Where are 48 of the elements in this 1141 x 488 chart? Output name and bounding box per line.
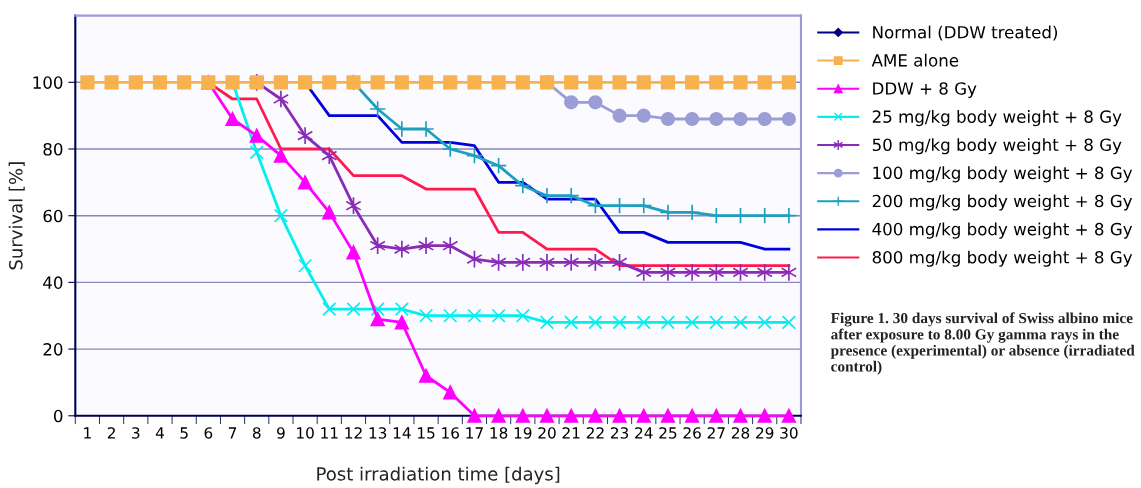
y-tick-label: 100 bbox=[33, 76, 63, 89]
x-tick-label: 4 bbox=[155, 427, 164, 439]
y-tick-label: 20 bbox=[43, 343, 63, 356]
x-tick-label: 8 bbox=[252, 427, 261, 439]
y-tick-label: 60 bbox=[43, 209, 63, 223]
y-tick-label: 40 bbox=[43, 276, 63, 289]
x-tick-label: 29 bbox=[756, 427, 774, 439]
x-tick-label: 28 bbox=[731, 427, 750, 439]
x-tick-label: 24 bbox=[635, 427, 653, 439]
x-tick-label: 15 bbox=[418, 427, 435, 439]
y-tick-label: 80 bbox=[43, 142, 63, 156]
legend-label: 100 mg/kg body weight + 8 Gy bbox=[873, 166, 1133, 183]
legend-label: AME alone bbox=[871, 53, 959, 67]
x-tick-label: 10 bbox=[297, 427, 314, 439]
x-tick-label: 13 bbox=[369, 427, 387, 439]
x-tick-label: 21 bbox=[562, 427, 580, 439]
legend-label: 400 mg/kg body weight + 8 Gy bbox=[872, 222, 1133, 239]
x-tick-label: 25 bbox=[659, 427, 677, 439]
x-tick-label: 20 bbox=[538, 427, 556, 439]
x-tick-label: 23 bbox=[610, 427, 629, 439]
caption: Figure 1. 30 days survival of Swiss albino mice after exposure to 8.00 Gy gamma rays in the presence (experimental) or absence (irradiated control) bbox=[830, 312, 1135, 375]
y-tick-label: 0 bbox=[54, 409, 63, 423]
legend-label: Normal (DDW treated) bbox=[873, 25, 1058, 41]
x-tick-label: 5 bbox=[180, 427, 188, 439]
x-tick-label: 17 bbox=[466, 427, 483, 439]
x-tick-label: 7 bbox=[228, 427, 237, 439]
x-axis-title: Post irradiation time [days] bbox=[317, 466, 560, 485]
x-tick-label: 3 bbox=[132, 427, 140, 439]
legend-label: 200 mg/kg body weight + 8 Gy bbox=[872, 194, 1133, 211]
x-tick-label: 1 bbox=[84, 427, 91, 439]
x-tick-label: 14 bbox=[393, 427, 411, 439]
legend-label: 800 mg/kg body weight + 8 Gy bbox=[872, 250, 1133, 267]
x-tick-label: 2 bbox=[107, 427, 115, 439]
x-tick-label: 16 bbox=[442, 427, 459, 439]
x-tick-label: 9 bbox=[277, 427, 285, 439]
x-tick-label: 18 bbox=[490, 427, 508, 439]
x-tick-label: 12 bbox=[345, 427, 362, 439]
legend-label: 25 mg/kg body weight + 8 Gy bbox=[872, 110, 1122, 127]
x-tick-label: 26 bbox=[683, 427, 701, 439]
x-tick-label: 27 bbox=[707, 427, 725, 439]
x-tick-label: 11 bbox=[321, 427, 338, 439]
x-tick-label: 19 bbox=[514, 427, 532, 439]
x-tick-label: 22 bbox=[586, 427, 604, 439]
legend-label: DDW + 8 Gy bbox=[873, 82, 977, 99]
legend-label: 50 mg/kg body weight + 8 Gy bbox=[872, 138, 1122, 155]
y-axis-title: Survival [%] bbox=[8, 162, 25, 270]
x-tick-label: 30 bbox=[780, 427, 798, 439]
x-tick-label: 6 bbox=[204, 427, 213, 439]
